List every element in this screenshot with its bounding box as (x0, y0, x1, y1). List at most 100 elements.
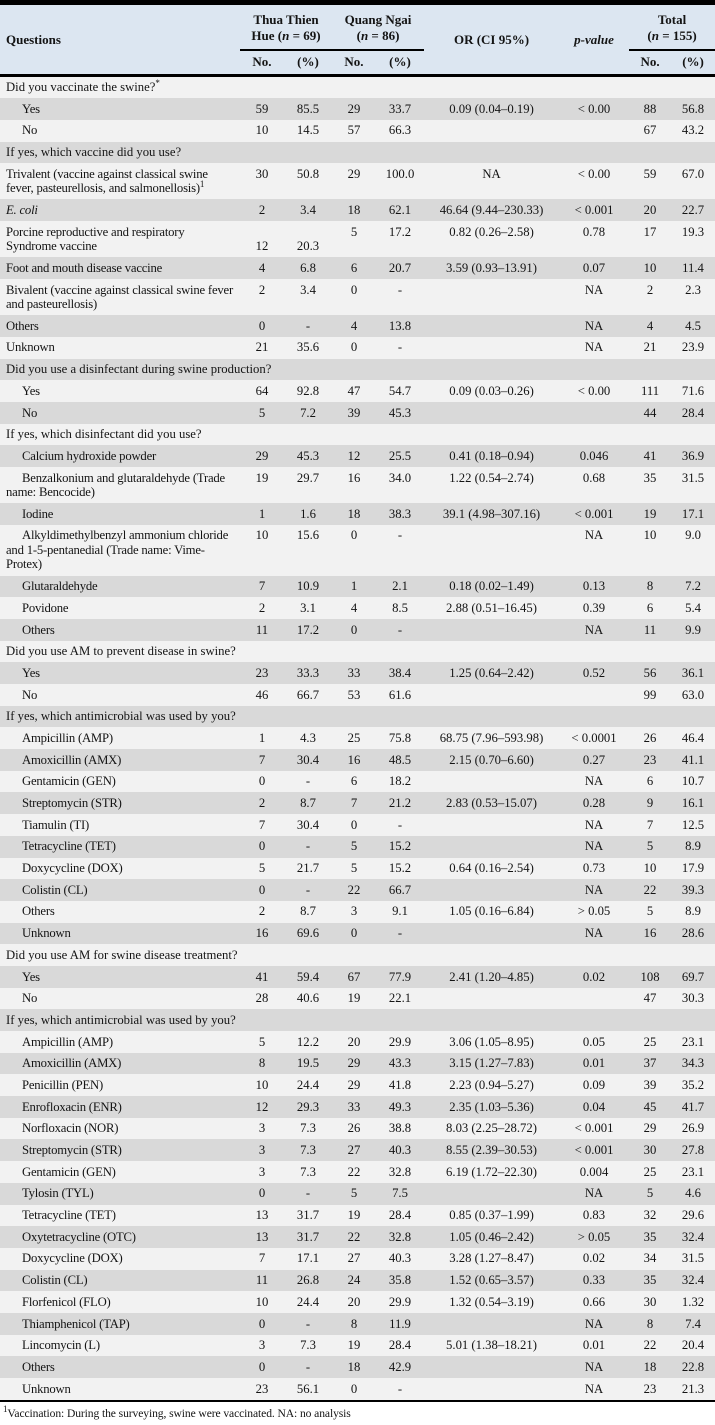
value-cell: 23.1 (671, 1161, 715, 1183)
value-cell: 56.1 (284, 1378, 332, 1401)
value-cell: 25.5 (376, 445, 425, 467)
value-cell: 39.1 (4.98–307.16) (424, 503, 560, 525)
value-cell: 3 (240, 1334, 284, 1357)
value-cell: 36.1 (671, 662, 715, 684)
value-cell: 4 (240, 257, 284, 279)
value-cell: 6 (629, 597, 672, 619)
value-cell: 57 (332, 119, 376, 142)
value-cell: 85.5 (284, 98, 332, 120)
value-cell: 5 (240, 1031, 284, 1053)
value-cell: 11 (629, 618, 672, 641)
value-cell: 13 (240, 1204, 284, 1227)
value-cell: 59 (629, 163, 672, 200)
value-cell: 22.8 (671, 1356, 715, 1378)
value-cell: 2.35 (1.03–5.36) (424, 1096, 560, 1118)
data-row: Bivalent (vaccine against classical swin… (0, 279, 715, 316)
data-row: Tiamulin (TI) 7 30.4 0- NA 7 12.5 (0, 814, 715, 836)
p-value-column-header: p-value (559, 2, 630, 77)
question-label: Doxycycline (DOX) (0, 857, 240, 880)
value-cell: 26.8 (284, 1269, 332, 1292)
header-group-row: Questions Thua Thien Hue (n = 69) Quang N… (0, 2, 715, 77)
section-label: If yes, which antimicrobial was used by … (0, 1009, 715, 1031)
value-cell: 12 (332, 445, 376, 467)
value-cell: - (284, 315, 332, 337)
value-cell (424, 814, 560, 836)
value-cell: 35 (629, 467, 672, 504)
value-cell: 30.3 (671, 987, 715, 1010)
value-cell: 19 (332, 1204, 376, 1227)
value-cell: 0.66 (559, 1291, 630, 1313)
value-cell: > 0.05 (559, 900, 630, 923)
value-cell: 30 (629, 1291, 672, 1313)
value-cell: 23 (240, 662, 284, 684)
value-cell: 20 (629, 199, 672, 222)
value-cell: 2.83 (0.53–15.07) (424, 792, 560, 815)
data-row: Penicillin (PEN) 10 24.4 29 41.8 2.23 (0.94–5… (0, 1074, 715, 1097)
value-cell: 10 (240, 119, 284, 142)
value-cell: 67 (629, 119, 672, 142)
value-cell: 28.4 (376, 1204, 425, 1227)
value-cell: 6.19 (1.72–22.30) (424, 1161, 560, 1183)
section-row: If yes, which antimicrobial was used by … (0, 1009, 715, 1031)
data-row: Foot and mouth disease vaccine 4 6.8 6 20.7 3… (0, 257, 715, 279)
question-label: Enrofloxacin (ENR) (0, 1096, 240, 1118)
value-cell: 9 (629, 792, 672, 815)
value-cell: 39 (332, 401, 376, 424)
value-cell: 21 (240, 336, 284, 359)
table-header: Questions Thua Thien Hue (n = 69) Quang N… (0, 2, 715, 77)
value-cell: 10 (240, 1291, 284, 1313)
quang-ngai-group-header: Quang Ngai (n = 86) (332, 2, 425, 51)
data-row: Porcine reproductive and respiratory Syn… (0, 221, 715, 258)
value-cell: 0 (332, 524, 376, 576)
value-cell: 0.07 (559, 257, 630, 279)
question-label: Glutaraldehyde (0, 575, 240, 598)
value-cell: 7.3 (284, 1139, 332, 1162)
value-cell: 32.4 (671, 1269, 715, 1292)
value-cell (424, 336, 560, 359)
data-row: Tetracycline (TET) 13 31.7 19 28.4 0.85 (0.37… (0, 1204, 715, 1227)
question-label: Lincomycin (L) (0, 1334, 240, 1357)
value-cell: 111 (629, 380, 672, 402)
value-cell: 29 (332, 1052, 376, 1075)
value-cell: 3 (240, 1161, 284, 1183)
value-cell: 36.9 (671, 445, 715, 467)
value-cell: NA (559, 1312, 630, 1335)
table-body: Did you vaccinate the swine?* Yes 59 85.5 29… (0, 75, 715, 1401)
value-cell: 29 (332, 163, 376, 200)
value-cell: 67.0 (671, 163, 715, 200)
value-cell (424, 401, 560, 424)
header-sub-row: No. (%) No. (%) No. (%) (0, 50, 715, 77)
question-label: Gentamicin (GEN) (0, 1161, 240, 1183)
value-cell: 3 (332, 900, 376, 923)
value-cell: 10 (629, 257, 672, 279)
value-cell: 5 (629, 835, 672, 858)
value-cell: 19.3 (671, 221, 715, 258)
value-cell: 5.01 (1.38–18.21) (424, 1334, 560, 1357)
value-cell: 49.3 (376, 1096, 425, 1118)
value-cell: 46 (240, 684, 284, 706)
value-cell: 18 (332, 199, 376, 222)
question-label: Benzalkonium and glutaraldehyde (Trade n… (0, 467, 240, 504)
value-cell: 16.1 (671, 792, 715, 815)
value-cell: 2 (629, 279, 672, 316)
section-label: Did you use a disinfectant during swine … (0, 358, 715, 381)
value-cell: 16 (332, 467, 376, 504)
value-cell: 9.1 (376, 900, 425, 923)
value-cell: - (284, 1356, 332, 1378)
section-row: If yes, which disinfectant did you use? (0, 423, 715, 446)
quang-no-header: No. (332, 50, 376, 77)
value-cell (559, 987, 630, 1010)
value-cell: - (376, 1378, 425, 1401)
value-cell: 18 (332, 1356, 376, 1378)
value-cell: 8.9 (671, 900, 715, 923)
value-cell: 5 (332, 221, 376, 258)
value-cell: 29.6 (671, 1204, 715, 1227)
value-cell: 23.1 (671, 1031, 715, 1053)
value-cell: 5.4 (671, 597, 715, 619)
value-cell: 100.0 (376, 163, 425, 200)
question-label: Tiamulin (TI) (0, 814, 240, 836)
value-cell (424, 684, 560, 706)
value-cell: 5 (332, 1182, 376, 1205)
value-cell: 12 (240, 221, 284, 258)
value-cell: 0 (240, 315, 284, 337)
